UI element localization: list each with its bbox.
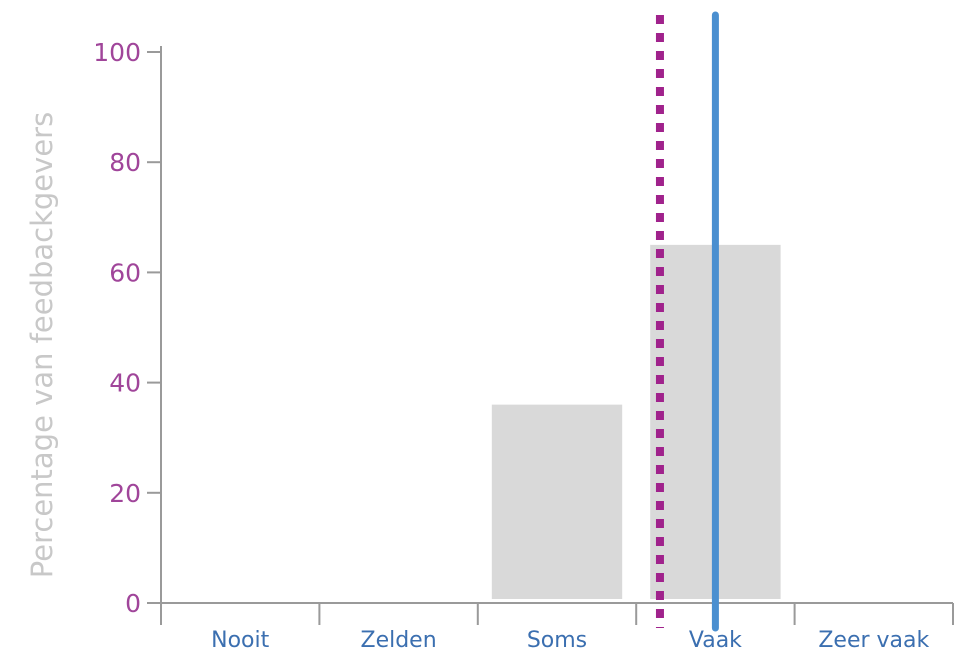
y-ticks: 0 20 40 60 80 100: [93, 38, 161, 618]
reference-lines: [655, 11, 719, 632]
x-tick-label: Zelden: [361, 628, 437, 653]
y-tick-label: 80: [109, 148, 141, 177]
x-ticks: Nooit Zelden Soms Vaak Zeer vaak: [211, 628, 929, 653]
y-tick-label: 100: [93, 38, 141, 67]
y-axis-label: Percentage van feedbackgevers: [25, 112, 59, 578]
x-tick-label: Zeer vaak: [818, 628, 929, 653]
bars: [491, 244, 781, 599]
y-tick-label: 20: [109, 479, 141, 508]
axes: [147, 46, 954, 625]
x-tick-label: Vaak: [689, 628, 742, 653]
y-tick-label: 40: [109, 369, 141, 398]
y-tick-label: 0: [125, 589, 141, 618]
y-tick-label: 60: [109, 258, 141, 287]
x-tick-label: Nooit: [211, 628, 269, 653]
x-tick-label: Soms: [527, 628, 587, 653]
bar-soms: [491, 404, 623, 599]
